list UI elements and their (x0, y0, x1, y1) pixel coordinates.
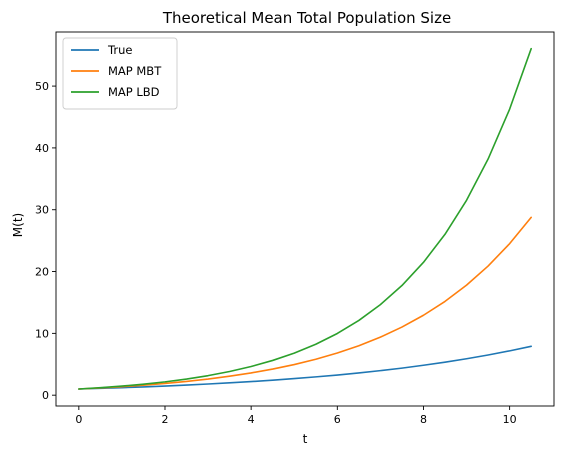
legend: True MAP MBT MAP LBD (62, 37, 178, 110)
legend-label-1: MAP MBT (108, 64, 162, 78)
legend-label-0: True (107, 43, 132, 57)
y-tick-label-3: 30 (35, 204, 49, 217)
y-tick-label-4: 40 (35, 142, 49, 155)
legend-label-2: MAP LBD (108, 85, 160, 99)
x-tick-label-3: 6 (334, 413, 341, 426)
y-axis-label: M(t) (11, 213, 25, 237)
plot-area (55, 31, 555, 407)
x-axis: 0 2 4 6 8 10 (75, 406, 517, 426)
x-tick-label-4: 8 (420, 413, 427, 426)
plot-frame (55, 31, 555, 407)
y-tick-label-2: 20 (35, 266, 49, 279)
series-line-1 (78, 216, 532, 390)
y-tick-label-5: 50 (35, 80, 49, 93)
chart-title: Theoretical Mean Total Population Size (162, 9, 451, 27)
x-tick-label-1: 2 (161, 413, 168, 426)
x-tick-label-0: 0 (75, 413, 82, 426)
series-line-0 (78, 345, 532, 390)
y-tick-label-1: 10 (35, 327, 49, 340)
series-line-2 (78, 47, 532, 390)
y-axis: 0 10 20 30 40 50 (35, 80, 56, 402)
x-tick-label-2: 4 (248, 413, 255, 426)
x-tick-label-5: 10 (503, 413, 517, 426)
x-axis-label: t (303, 432, 308, 446)
y-tick-label-0: 0 (42, 389, 49, 402)
